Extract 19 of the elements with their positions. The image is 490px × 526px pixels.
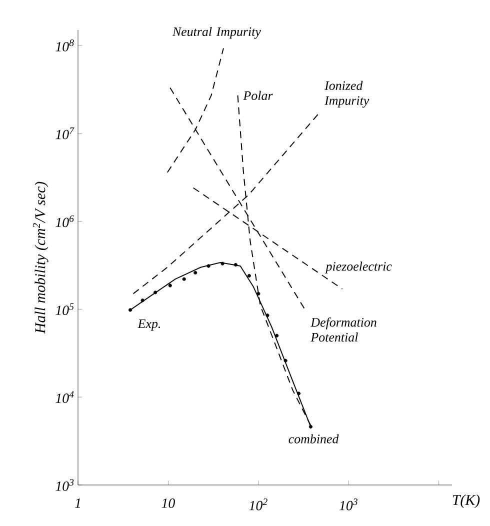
y-tick-label: 10$^{4}$	[56, 391, 74, 403]
y-tick-label: 10$^{8}$	[56, 40, 74, 52]
series-label: Deformation Potential	[310, 317, 376, 342]
y-tick-label: 10$^{5}$	[56, 303, 74, 316]
y-tick-label: 10$^{7}$	[56, 128, 74, 140]
x-tick-label: 1	[75, 498, 80, 508]
series-label: combined	[288, 434, 339, 444]
x-tick-label: 10	[162, 498, 175, 508]
series-label: piezoelectric	[325, 262, 392, 274]
series-label: Ionized Impurity	[324, 80, 370, 108]
y-tick-label: 10$^{6}$	[56, 215, 74, 228]
series-label: Polar	[243, 90, 273, 100]
x-tick-label: 10$^{2}$	[249, 498, 268, 510]
series-label: Exp.	[138, 319, 160, 331]
y-tick-label: 10$^{3}$	[56, 479, 74, 491]
y-axis-title: Hall mobility (cm$^{2}$/V sec)	[32, 182, 48, 334]
x-axis-title: T(K)	[452, 494, 480, 508]
x-tick-label: 10$^{3}$	[339, 498, 358, 510]
series-label: Neutral Impurity	[172, 26, 261, 39]
